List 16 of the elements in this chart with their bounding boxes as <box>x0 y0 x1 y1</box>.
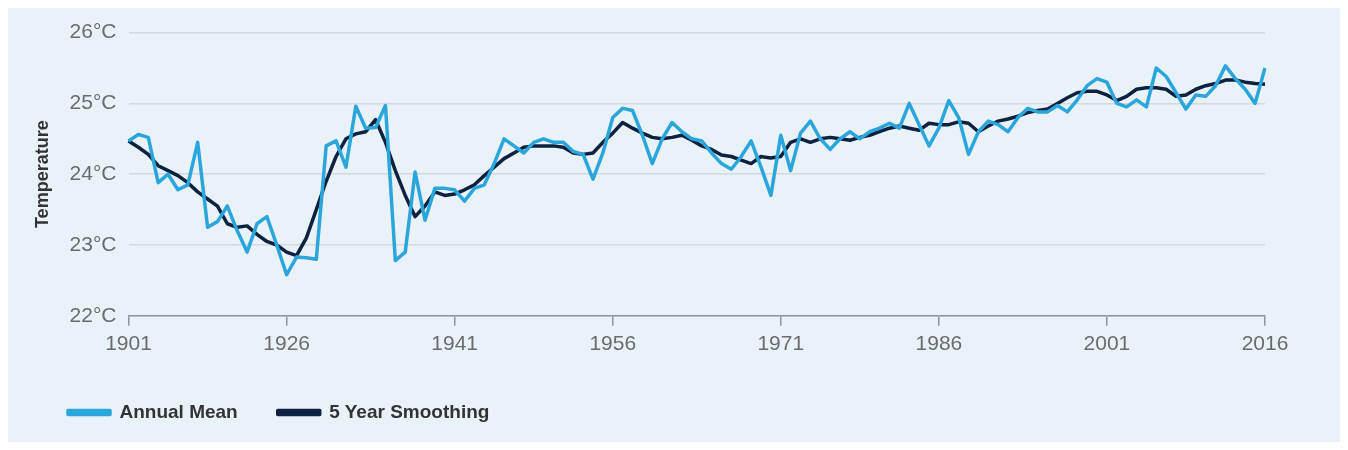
x-tick-label: 2001 <box>1083 331 1131 355</box>
y-tick-label: 23°C <box>69 231 117 255</box>
y-tick-label: 25°C <box>69 90 117 114</box>
y-tick-label: 26°C <box>69 19 117 43</box>
y-axis-title: Temperature <box>31 120 52 229</box>
x-tick-label: 1956 <box>589 331 637 355</box>
x-tick-label: 1971 <box>757 331 805 355</box>
x-tick-label: 2016 <box>1241 331 1289 355</box>
x-tick-label: 1986 <box>915 331 963 355</box>
legend-label: 5 Year Smoothing <box>329 400 490 422</box>
legend-label: Annual Mean <box>119 400 238 422</box>
x-tick-label: 1941 <box>431 331 478 355</box>
y-tick-label: 22°C <box>69 302 117 326</box>
x-tick-label: 1901 <box>105 331 152 355</box>
y-tick-label: 24°C <box>69 161 117 184</box>
x-tick-label: 1926 <box>263 331 310 355</box>
